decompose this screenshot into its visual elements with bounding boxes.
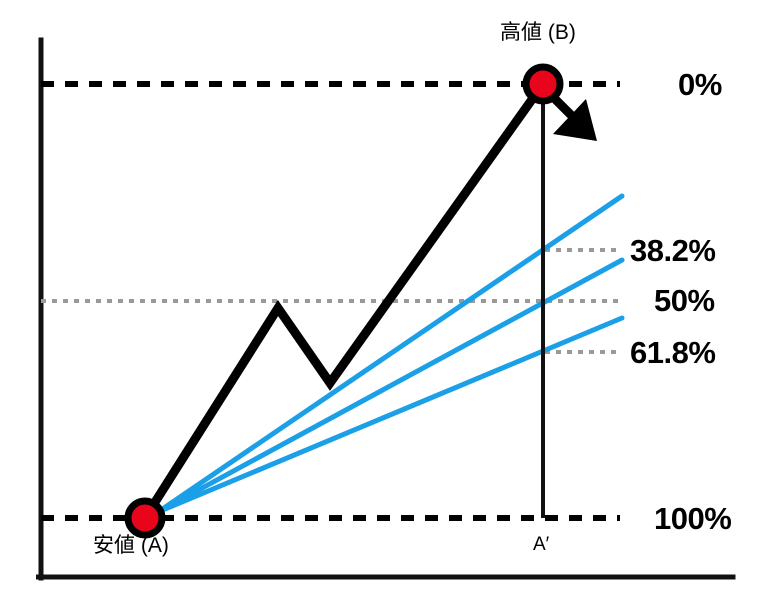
level-label-61-8pct: 61.8%: [630, 335, 716, 370]
fan-ray-61-8: [155, 315, 625, 515]
decline-arrow-icon: [547, 91, 597, 141]
level-lines: [41, 81, 620, 521]
level-label-38-2pct: 38.2%: [630, 233, 716, 268]
marker-low-point: [124, 497, 166, 539]
projection-point-label: A′: [533, 534, 550, 555]
low-point-label: 安値 (A): [93, 534, 169, 557]
level-label-50pct: 50%: [654, 283, 715, 318]
axes: [36, 37, 736, 581]
fan-ray-38-2: [155, 193, 625, 515]
high-point-label: 高値 (B): [500, 21, 576, 44]
price-path: [141, 81, 547, 521]
marker-high-point: [522, 63, 564, 105]
level-label-100pct: 100%: [654, 501, 732, 536]
fan-rays: [155, 193, 625, 515]
level-label-0pct: 0%: [678, 67, 722, 102]
